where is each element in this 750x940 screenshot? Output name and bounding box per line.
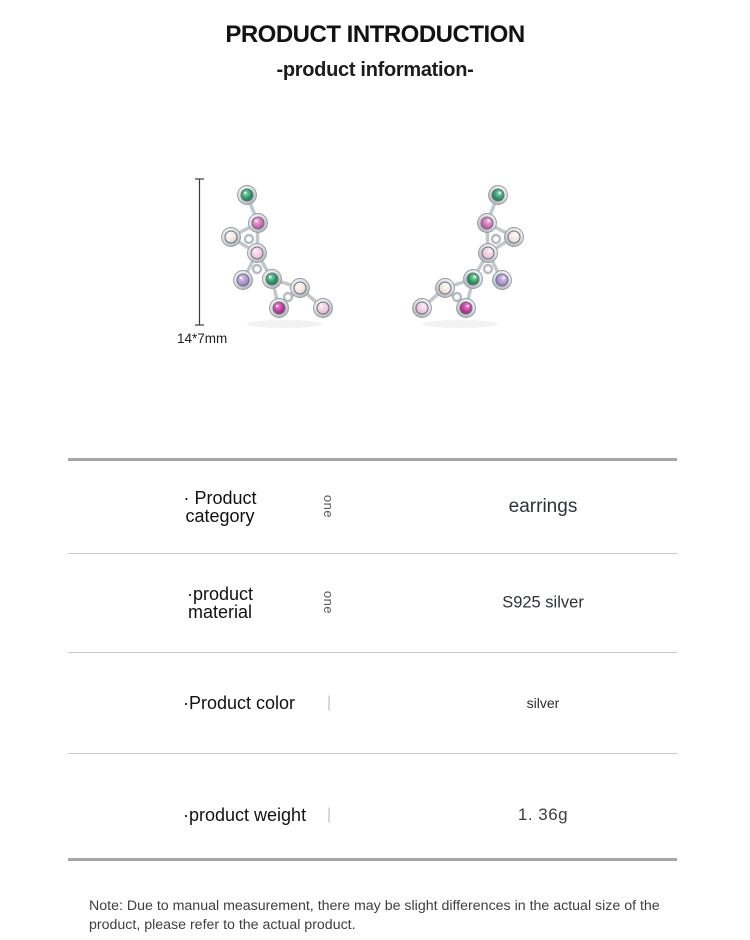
row-separator-bar: | (327, 694, 331, 711)
row-value: silver (526, 695, 560, 711)
row-label-line: material (187, 602, 253, 622)
row-value: 1. 36g (517, 805, 569, 824)
earrings-illustration (195, 178, 750, 370)
row-label-line: ·Product color (183, 693, 296, 713)
table-row-weight: ·product weight | 1. 36g (68, 754, 677, 858)
table-row-material: ·product material one S925 silver (68, 554, 677, 653)
row-label: ·product material (120, 585, 320, 621)
row-separator-bar: | (327, 806, 331, 823)
page-subtitle: -product information- (276, 59, 474, 81)
row-label-line: ·product (186, 584, 254, 604)
page-title: PRODUCT INTRODUCTION (225, 21, 525, 48)
table-row-color: ·Product color | silver (68, 653, 677, 754)
spec-table: · Product category one earrings ·product… (68, 458, 677, 861)
row-value: earrings (508, 496, 578, 517)
row-label-line: ·product weight (183, 805, 307, 825)
row-label: · Product category (120, 489, 320, 525)
row-label-line: category (185, 506, 255, 526)
table-row-category: · Product category one earrings (68, 461, 677, 554)
dimension-label: 14*7mm (177, 331, 228, 346)
earring-right (413, 186, 524, 329)
dimension-line (195, 178, 204, 326)
earring-left (222, 186, 333, 329)
row-separator-rotated: one (321, 590, 337, 615)
row-label: ·product weight (183, 806, 306, 824)
row-separator-rotated: one (321, 494, 337, 519)
measurement-note: Note: Due to manual measurement, there m… (89, 898, 660, 933)
row-label-line: · Product (183, 488, 257, 508)
row-value: S925 silver (502, 593, 584, 612)
row-label: ·Product color (183, 694, 295, 712)
